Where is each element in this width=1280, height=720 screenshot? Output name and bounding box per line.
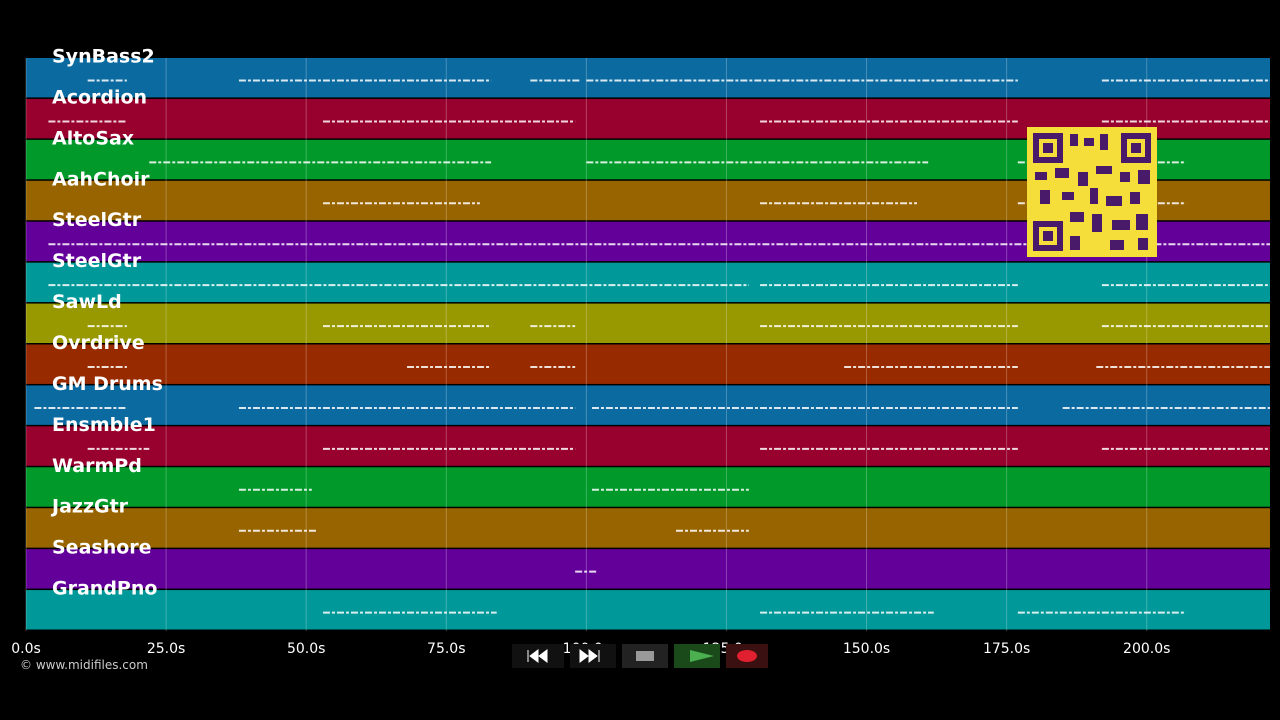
track-name: Ovrdrive [52, 332, 145, 354]
forward-icon [579, 649, 600, 663]
lane [26, 467, 1270, 507]
lane [26, 385, 1270, 425]
lanes: 0.0s25.0s50.0s75.0s100.0s125.0s150.0s175… [11, 58, 1270, 657]
x-tick-label: 150.0s [843, 641, 890, 657]
lane [26, 58, 1270, 98]
x-tick-label: 50.0s [287, 641, 325, 657]
x-tick-label: 0.0s [11, 641, 41, 657]
x-tick-label: 200.0s [1123, 641, 1170, 657]
track-name: GrandPno [52, 578, 157, 600]
track-name: JazzGtr [50, 496, 129, 518]
lane [26, 549, 1270, 589]
play-icon [690, 650, 714, 662]
track-name: GM Drums [52, 373, 163, 395]
lane [26, 590, 1270, 630]
x-tick-label: 175.0s [983, 641, 1030, 657]
x-tick-label: 75.0s [427, 641, 465, 657]
lane [26, 303, 1270, 343]
record-icon [737, 650, 757, 662]
track-name: Ensmble1 [52, 414, 156, 436]
overlay: SynBass2 Acordion AltoSax AahChoir SteelGtr S… [50, 46, 163, 600]
playback-controls [512, 644, 768, 668]
track-name: AahChoir [52, 168, 150, 190]
track-name: WarmPd [52, 455, 142, 477]
rewind-icon [527, 649, 548, 663]
track-name: Seashore [52, 537, 152, 559]
footer: © www.midifiles.com [20, 658, 148, 672]
stop-icon [636, 651, 654, 661]
track-name: SawLd [52, 291, 122, 313]
track-name: SynBass2 [52, 46, 155, 68]
lane [26, 262, 1270, 303]
track-name: SteelGtr [52, 250, 142, 272]
track-name: AltoSax [52, 127, 134, 149]
lane [26, 508, 1270, 548]
x-tick-label: 25.0s [147, 641, 185, 657]
lane [26, 344, 1270, 384]
qr-code [1027, 127, 1157, 257]
track-name: SteelGtr [52, 209, 142, 231]
track-name: Acordion [52, 86, 147, 108]
lane [26, 426, 1270, 466]
